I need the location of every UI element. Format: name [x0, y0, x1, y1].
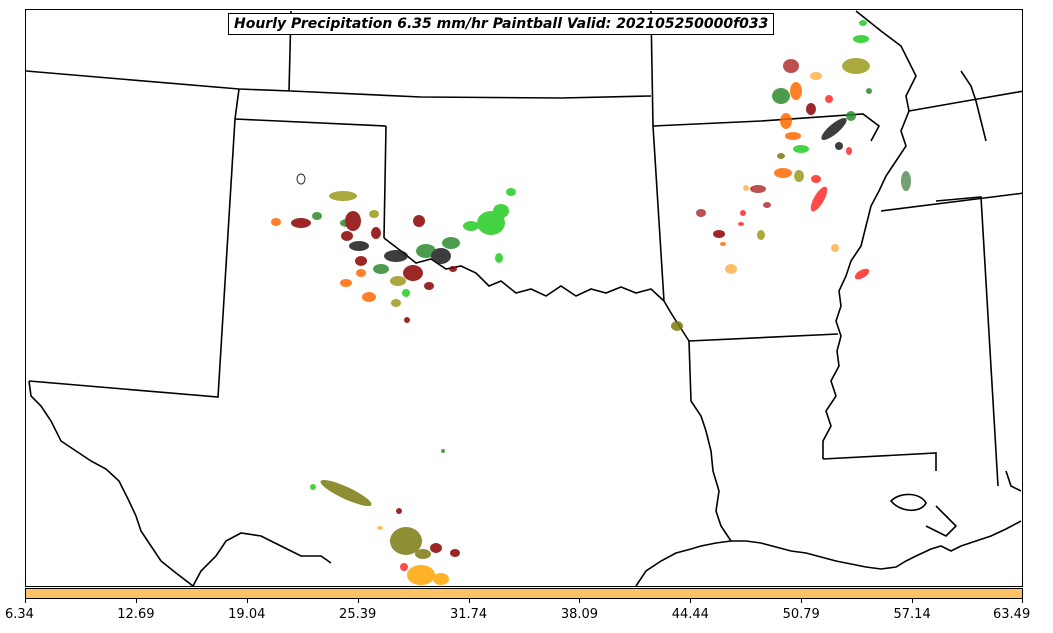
colorbar-tick	[579, 599, 581, 603]
colorbar-tick	[690, 599, 692, 603]
mississippi-river	[822, 110, 910, 459]
colorbar-tick	[246, 599, 248, 603]
co-ks-line	[26, 70, 652, 99]
colorbar-tick-label: 57.14	[893, 607, 931, 622]
rio-grande-2	[192, 532, 332, 586]
colorbar-tick	[801, 599, 803, 603]
colorbar-tick-label: 31.74	[449, 607, 488, 622]
colorbar-tick	[1022, 599, 1023, 603]
ar-la-border	[688, 333, 839, 342]
rio-grande	[28, 380, 194, 586]
colorbar-tick-label: 25.39	[339, 607, 377, 622]
al-coast	[1005, 470, 1022, 492]
gulf-coast	[635, 520, 1022, 586]
ky-tn-line	[880, 192, 1022, 212]
great-lakes-edge	[960, 70, 987, 142]
colorbar-tick	[25, 599, 26, 603]
co-nm-line	[234, 88, 240, 120]
ok-panhandle-top	[234, 118, 387, 127]
colorbar-tick-label: 12.69	[117, 607, 155, 622]
nm-tx-border	[28, 118, 236, 398]
il-border	[908, 90, 1022, 112]
colorbar-tick	[468, 599, 470, 603]
lake-pontchartrain	[889, 493, 927, 512]
la-ms-border	[822, 452, 937, 471]
colorbar	[25, 588, 1023, 599]
map-title: Hourly Precipitation 6.35 mm/hr Paintbal…	[228, 13, 775, 35]
tx-la-border	[688, 340, 732, 542]
colorbar-tick-label: 44.44	[671, 607, 709, 622]
map-panel	[25, 9, 1023, 587]
mo-ia-border	[855, 10, 917, 112]
state-boundaries	[26, 10, 1022, 586]
ok-panhandle-west	[383, 125, 387, 239]
colorbar-tick	[912, 599, 914, 603]
ks-mo-border	[652, 113, 881, 142]
ok-ar-border	[650, 10, 690, 342]
colorbar-tick-label: 6.34	[5, 607, 34, 622]
colorbar-tick-label: 50.79	[782, 607, 820, 622]
ms-al-border	[935, 196, 999, 487]
la-delta	[925, 505, 958, 537]
colorbar-tick-label: 63.49	[993, 607, 1031, 622]
map-canvas	[26, 10, 1022, 586]
colorbar-tick	[135, 599, 137, 603]
colorbar-tick-label: 38.09	[560, 607, 599, 622]
colorbar-tick	[357, 599, 359, 603]
precip-blobs	[271, 20, 911, 585]
colorbar-tick-label: 19.04	[228, 607, 266, 622]
